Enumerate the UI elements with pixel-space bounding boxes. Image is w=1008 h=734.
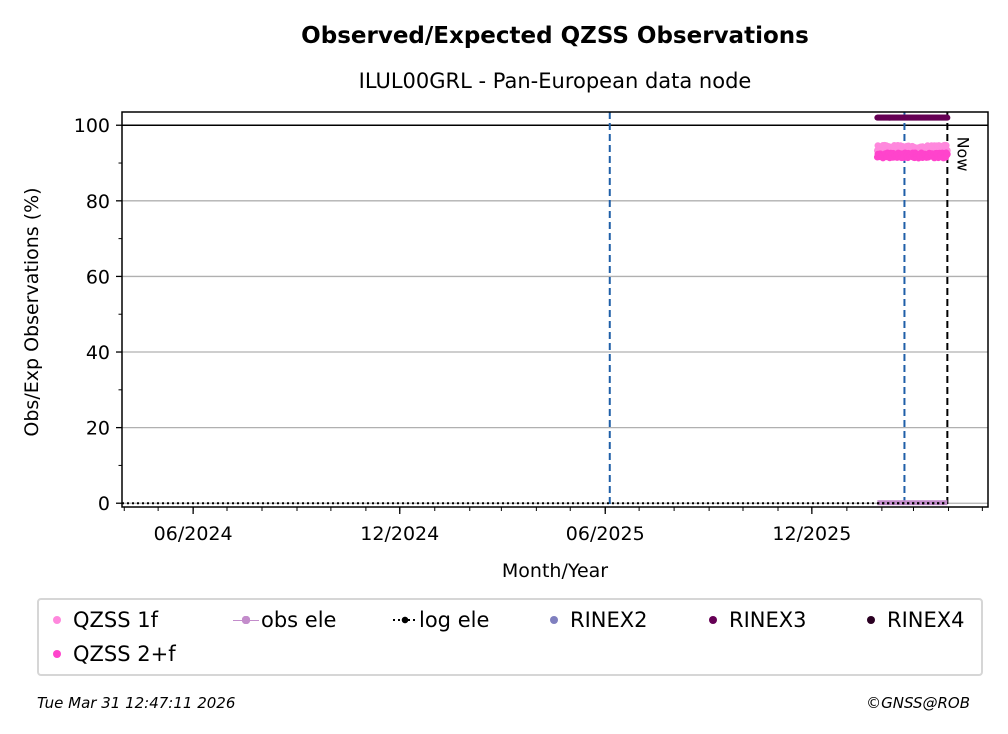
now-label: Now	[953, 137, 972, 172]
legend-item: RINEX4	[853, 608, 965, 632]
legend-marker	[550, 616, 558, 624]
legend-item: RINEX3	[695, 608, 807, 632]
legend: QZSS 1f obs ele log ele RINEX2 RINEX3 RINEX4 Q…	[37, 598, 983, 676]
legend-label: obs ele	[261, 608, 337, 632]
chart-title: Observed/Expected QZSS Observations	[301, 23, 809, 49]
chart-subtitle: ILUL00GRL - Pan-European data node	[359, 69, 752, 93]
data-point-qzss-2-f	[943, 150, 951, 158]
legend-label: RINEX4	[887, 608, 965, 632]
y-tick-label: 40	[86, 342, 110, 364]
legend-marker	[53, 650, 61, 658]
plot-frame	[121, 111, 989, 508]
legend-label: QZSS 1f	[73, 608, 159, 632]
x-axis-label: Month/Year	[502, 560, 608, 582]
y-tick-label: 100	[74, 115, 110, 137]
legend-label: RINEX2	[570, 608, 648, 632]
y-tick-label: 0	[98, 493, 110, 515]
footer-credit: ©GNSS@ROB	[866, 694, 970, 712]
legend-item: QZSS 2+f	[39, 642, 176, 666]
legend-label: log ele	[419, 608, 490, 632]
x-tick-label: 12/2024	[360, 523, 439, 545]
x-tick-label: 12/2025	[772, 523, 851, 545]
legend-marker	[709, 616, 717, 624]
legend-item: obs ele	[219, 608, 336, 632]
y-tick-label: 60	[86, 266, 110, 288]
legend-marker	[867, 616, 875, 624]
data-point-rinex3	[944, 114, 951, 121]
y-tick-label: 20	[86, 418, 110, 440]
legend-marker	[393, 616, 417, 624]
x-tick-label: 06/2024	[154, 523, 233, 545]
legend-item: QZSS 1f	[39, 608, 158, 632]
legend-marker	[233, 616, 259, 624]
legend-label: QZSS 2+f	[73, 642, 176, 666]
legend-item: log ele	[379, 608, 489, 632]
x-tick-label: 06/2025	[566, 523, 645, 545]
legend-label: RINEX3	[729, 608, 807, 632]
footer-timestamp: Tue Mar 31 12:47:11 2026	[37, 694, 236, 712]
legend-marker	[53, 616, 61, 624]
legend-item: RINEX2	[536, 608, 648, 632]
y-axis-label: Obs/Exp Observations (%)	[21, 187, 43, 436]
y-tick-label: 80	[86, 191, 110, 213]
